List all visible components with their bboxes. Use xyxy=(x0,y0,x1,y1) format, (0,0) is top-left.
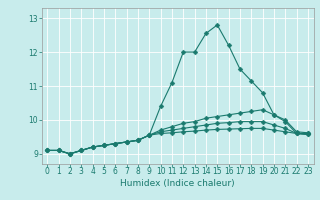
X-axis label: Humidex (Indice chaleur): Humidex (Indice chaleur) xyxy=(120,179,235,188)
